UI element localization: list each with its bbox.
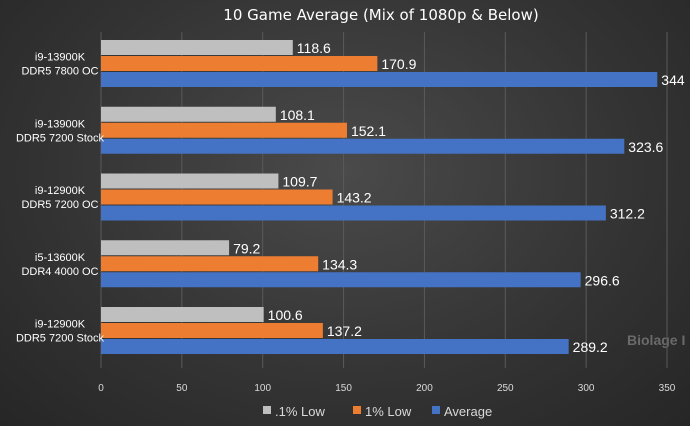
data-label: 170.9 — [381, 56, 416, 72]
data-label: 118.6 — [297, 40, 331, 56]
data-label: 152.1 — [351, 123, 386, 139]
x-tick-label: 350 — [659, 383, 676, 394]
legend-average: Average — [432, 404, 492, 419]
bar-average — [101, 205, 606, 221]
x-tick-label: 200 — [416, 383, 433, 394]
x-tick-label: 50 — [176, 383, 188, 394]
data-label: 312.2 — [610, 206, 645, 222]
x-tick-label: 0 — [98, 383, 104, 394]
x-axis-ticks: 0 50 100 150 200 250 300 350 — [98, 383, 676, 394]
legend-swatch — [432, 406, 440, 414]
x-tick-label: 150 — [335, 383, 352, 394]
data-label: 137.2 — [327, 323, 362, 339]
data-label: 79.2 — [233, 240, 260, 256]
bar-point-1-low — [101, 173, 279, 189]
legend: .1% Low 1% Low Average — [263, 404, 492, 419]
bar-point-1-low — [101, 40, 293, 55]
category-label: i9-13900K DDR5 7800 OC — [21, 52, 98, 78]
bar-average — [101, 272, 581, 288]
x-tick-label: 100 — [254, 383, 271, 394]
bar-average — [101, 339, 569, 354]
watermark-text: Biolage I — [627, 332, 685, 348]
x-tick-label: 300 — [578, 383, 595, 394]
legend-1-low: 1% Low — [353, 404, 412, 419]
data-labels: 118.6 170.9 344 108.1 152.1 323.6 109.7 143.2 31… — [233, 40, 685, 355]
legend-label: .1% Low — [275, 404, 325, 419]
bar-1-low — [101, 189, 333, 205]
data-label: 143.2 — [337, 190, 372, 206]
chart-title: 10 Game Average (Mix of 1080p & Below) — [223, 6, 538, 24]
data-label: 108.1 — [280, 107, 315, 123]
data-label: 100.6 — [268, 307, 303, 323]
data-label: 323.6 — [628, 139, 663, 155]
bar-average — [101, 72, 658, 87]
category-label: i5-13600K DDR4 4000 OC — [21, 252, 98, 278]
bar-point-1-low — [101, 307, 264, 322]
bar-average — [101, 138, 625, 154]
data-label: 344 — [661, 72, 685, 88]
bar-1-low — [101, 56, 378, 71]
category-labels: i9-13900K DDR5 7800 OC i9-13900K DDR5 7200 … — [16, 52, 105, 345]
legend-swatch — [353, 406, 361, 414]
data-label: 109.7 — [282, 174, 317, 190]
bar-1-low — [101, 323, 323, 338]
bar-point-1-low — [101, 106, 276, 122]
bar-point-1-low — [101, 240, 230, 256]
bars — [101, 40, 658, 354]
category-label: i9-13900K DDR5 7200 Stock — [16, 118, 105, 144]
legend-label: Average — [444, 404, 492, 419]
legend-swatch — [263, 406, 271, 414]
legend-point-1-low: .1% Low — [263, 404, 325, 419]
category-label: i9-12900K DDR5 7200 Stock — [16, 319, 105, 345]
x-tick-label: 250 — [497, 383, 514, 394]
category-label: i9-12900K DDR5 7200 OC — [21, 185, 98, 211]
data-label: 289.2 — [573, 339, 608, 355]
data-label: 134.3 — [322, 256, 357, 272]
data-label: 296.6 — [585, 272, 620, 288]
bar-1-low — [101, 256, 319, 272]
legend-label: 1% Low — [365, 404, 412, 419]
bar-1-low — [101, 122, 347, 138]
